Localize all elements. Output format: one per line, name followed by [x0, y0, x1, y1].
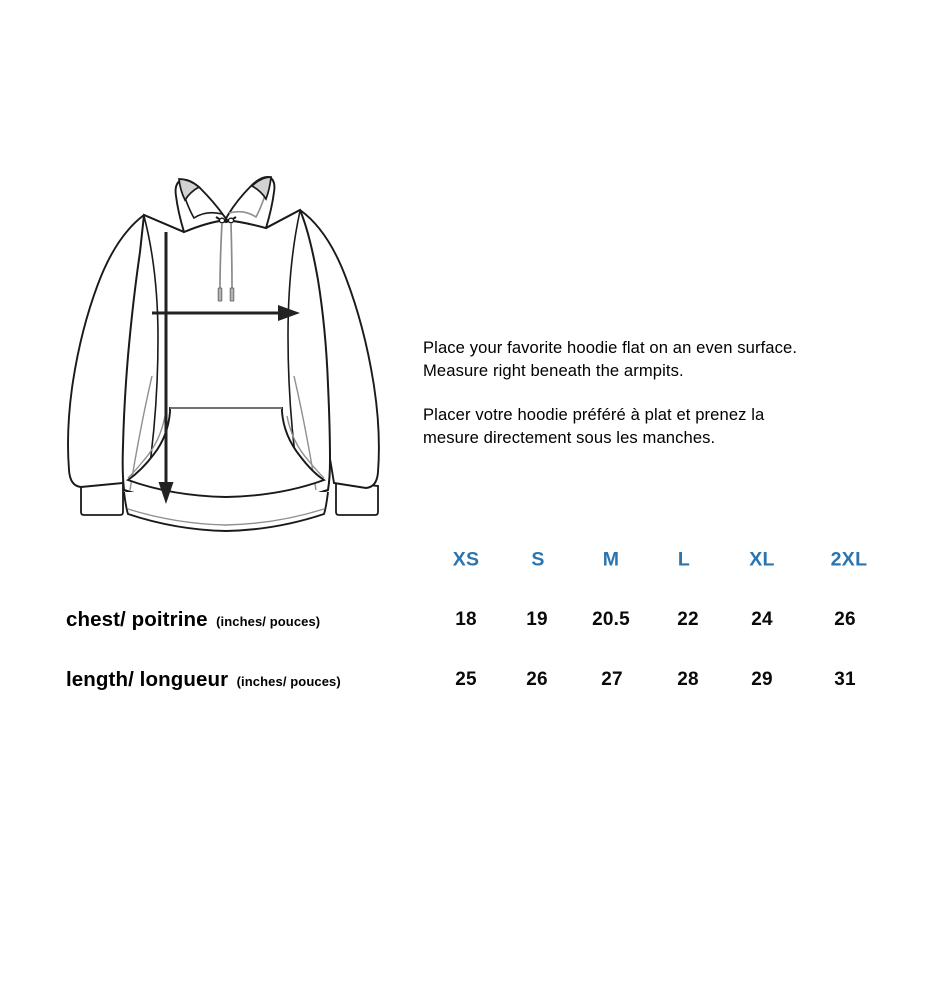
length-value-2xl: 31: [834, 669, 856, 690]
hood-right-peak: [250, 176, 272, 201]
right-grommet: [227, 217, 235, 224]
instruction-english-line-2: Measure right beneath the armpits.: [423, 360, 684, 380]
length-value-xl: 29: [751, 669, 773, 690]
size-header-xs: XS: [452, 548, 480, 571]
left-grommet: [218, 217, 226, 224]
size-header-xl: XL: [749, 548, 775, 571]
size-chart-table: XS S M L XL 2XL chest/ poitrine (inches/…: [0, 530, 943, 710]
hem-band-inner-line: [127, 508, 325, 526]
size-header-2xl: 2XL: [830, 548, 868, 571]
pocket-left-inner-line: [127, 415, 166, 479]
row-label-length-units: (inches/ pouces): [236, 674, 341, 689]
instruction-french-line-2: mesure directement sous les manches.: [423, 427, 716, 447]
chest-value-2xl: 26: [834, 609, 856, 630]
size-table-row-length: length/ longueur (inches/ pouces) 25 26 …: [0, 650, 943, 710]
size-header-s: S: [531, 548, 545, 571]
right-drawstring-aglet: [229, 287, 235, 302]
row-label-length: length/ longueur (inches/ pouces): [66, 668, 341, 692]
size-table-header-row: XS S M L XL 2XL: [0, 530, 943, 590]
instructions-paragraph-gap: [423, 382, 893, 404]
left-cuff: [80, 481, 124, 516]
row-label-length-text: length/ longueur: [66, 668, 229, 691]
chest-value-l: 22: [677, 609, 699, 630]
size-header-m: M: [602, 548, 620, 571]
row-label-chest: chest/ poitrine (inches/ pouces): [66, 608, 320, 632]
pocket-right-inner-line: [286, 415, 325, 479]
left-drawstring-aglet: [217, 287, 223, 302]
row-label-chest-units: (inches/ pouces): [216, 614, 321, 629]
chest-value-m: 20.5: [592, 609, 630, 630]
hoodie-measurement-diagram: [48, 160, 408, 550]
size-table-row-chest: chest/ poitrine (inches/ pouces) 18 19 2…: [0, 590, 943, 650]
row-label-chest-text: chest/ poitrine: [66, 608, 208, 631]
length-value-xs: 25: [455, 669, 477, 690]
length-value-s: 26: [526, 669, 548, 690]
body-length-arrow: [158, 232, 174, 504]
length-value-l: 28: [677, 669, 699, 690]
left-drawstring: [219, 222, 223, 289]
kangaroo-pocket: [125, 407, 327, 498]
measurement-instructions: Place your favorite hoodie flat on an ev…: [423, 337, 893, 449]
chest-value-s: 19: [526, 609, 548, 630]
left-sleeve-seam: [143, 215, 159, 479]
chest-value-xs: 18: [455, 609, 477, 630]
chest-width-arrow: [152, 305, 300, 321]
instruction-english-line-1: Place your favorite hoodie flat on an ev…: [423, 338, 798, 357]
chest-value-xl: 24: [751, 609, 773, 630]
length-value-m: 27: [601, 669, 623, 690]
instruction-french-line-1: Placer votre hoodie préféré à plat et pr…: [423, 405, 765, 424]
right-cuff: [335, 481, 379, 516]
hem-band-lower-edge: [123, 491, 329, 532]
size-header-l: L: [677, 548, 691, 571]
hood-left-peak: [178, 178, 201, 202]
right-drawstring: [230, 222, 233, 289]
